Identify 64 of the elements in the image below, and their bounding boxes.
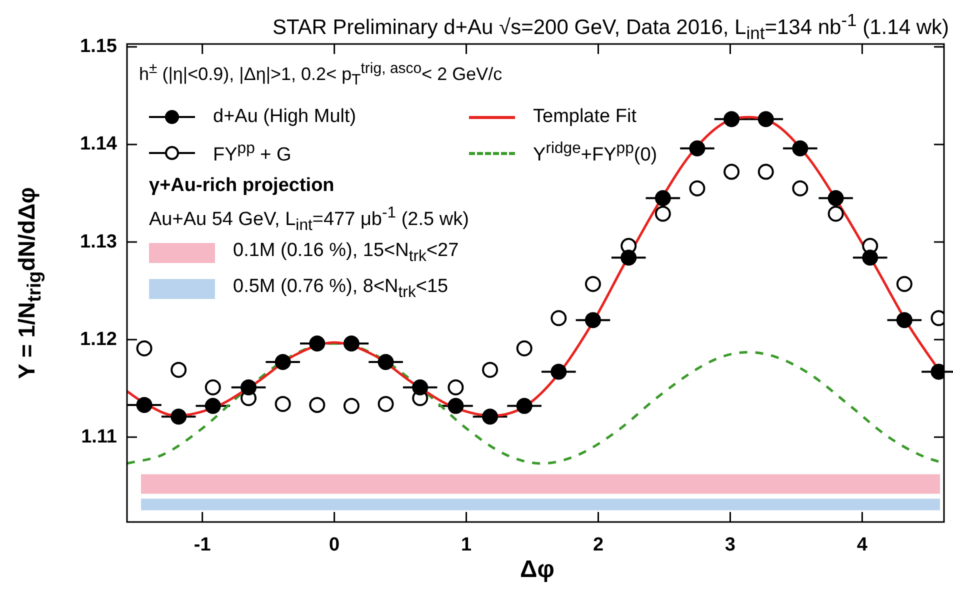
point <box>448 398 464 414</box>
point <box>584 312 601 328</box>
point <box>584 276 601 292</box>
point <box>758 164 774 180</box>
legend-label: 0.5M (0.76 %), 8<N$_{trk}$<15 <box>233 276 448 302</box>
x-tick-label: 4 <box>856 534 868 556</box>
x-tick-label: 2 <box>592 534 604 556</box>
point <box>758 111 774 128</box>
text: h$^{±}$ (|η|<0.9), |Δη|>1, 0.2< p$_{T}$$^{trig, asco}$< 2 GeV/c <box>139 60 502 89</box>
point <box>378 396 394 412</box>
point <box>274 354 291 370</box>
point <box>516 340 532 356</box>
x-tick-label: -1 <box>194 534 212 556</box>
y-tick-label: 1.15 <box>80 36 118 58</box>
point <box>724 164 740 180</box>
y-tick-label: 1.11 <box>81 426 118 448</box>
legend-label: Y$^{ridge}$+FY$^{pp}$(0) <box>533 140 658 166</box>
legend-label: d+Au (High Mult) <box>213 106 356 128</box>
point <box>343 335 360 352</box>
point <box>378 354 394 370</box>
legend-label: FY$^{pp}$ + G <box>213 140 292 166</box>
point <box>620 250 637 266</box>
x-tick-label: 1 <box>460 534 472 556</box>
point <box>792 140 808 156</box>
point <box>516 398 532 414</box>
point <box>689 140 706 156</box>
point <box>448 379 464 396</box>
point <box>654 190 671 206</box>
point <box>170 408 187 425</box>
annotation: Au+Au 54 GeV, L$_{int}$=477 μb$^{-1}$ (2.5 wk) <box>149 205 469 234</box>
point <box>170 362 187 378</box>
point <box>689 180 706 196</box>
point <box>862 250 878 266</box>
point <box>550 310 567 326</box>
point <box>896 312 912 328</box>
annotation: γ+Au-rich projection <box>149 175 334 196</box>
point <box>654 206 671 222</box>
point <box>482 362 498 378</box>
point <box>309 335 326 352</box>
point <box>724 111 740 128</box>
point <box>204 379 221 396</box>
legend-label: 0.1M (0.16 %), 15<N$_{trk}$<27 <box>233 240 459 266</box>
point <box>204 398 221 414</box>
point <box>274 396 291 412</box>
x-tick-label: 3 <box>724 534 736 556</box>
point <box>136 340 152 356</box>
point <box>136 396 152 413</box>
y-tick-label: 1.13 <box>80 231 117 252</box>
y-tick-label: 1.14 <box>80 134 118 155</box>
point <box>792 180 808 196</box>
point <box>482 408 498 425</box>
point <box>240 379 257 396</box>
point <box>828 190 844 206</box>
point <box>828 206 844 222</box>
point <box>550 364 567 380</box>
x-axis-title: Δφ <box>520 556 554 583</box>
y-tick-label: 1.12 <box>80 328 117 350</box>
x-tick-label: 0 <box>329 534 340 556</box>
chart-title: STAR Preliminary d+Au √s=200 GeV, Data 2016, L$_{int}$=134 nb$^{-1}$ (1.14 wk) <box>272 10 949 44</box>
point <box>343 398 360 414</box>
legend-label: Template Fit <box>533 106 636 128</box>
point <box>412 379 428 396</box>
point <box>309 396 326 413</box>
point <box>896 276 912 292</box>
